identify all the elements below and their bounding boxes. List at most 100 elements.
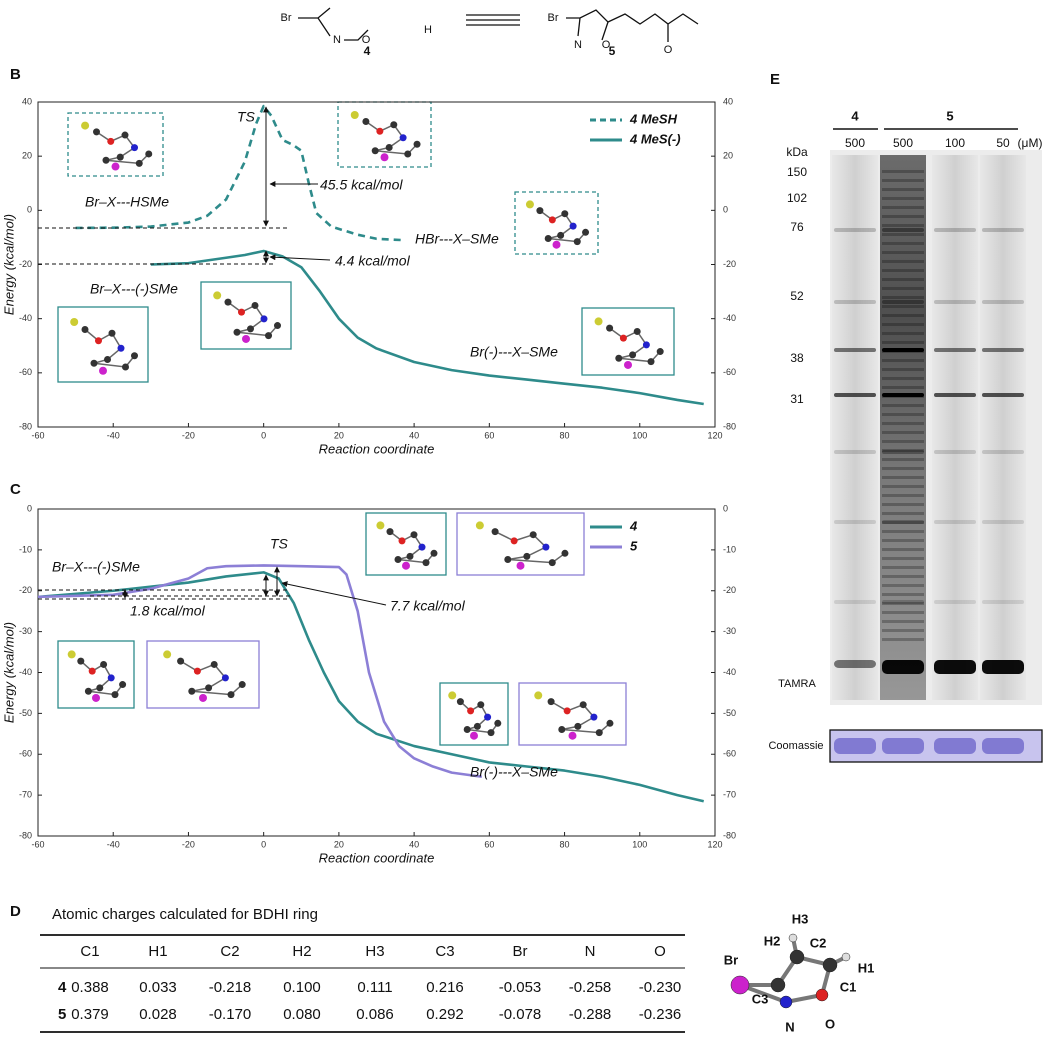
y-axis-label: Energy (kcal/mol) bbox=[1, 622, 16, 723]
ring-atom bbox=[788, 933, 798, 943]
inset-atom bbox=[594, 317, 603, 326]
inset-atom bbox=[573, 238, 581, 246]
x-tick-label: 80 bbox=[560, 839, 570, 849]
inset-atom bbox=[102, 156, 110, 164]
y2-tick-label: -20 bbox=[723, 585, 736, 595]
y-tick-label: -40 bbox=[19, 313, 32, 323]
inset-atom bbox=[199, 693, 207, 702]
coomassie-band bbox=[834, 738, 876, 754]
inset-atom bbox=[193, 667, 201, 675]
inset-frame bbox=[200, 281, 292, 350]
y-tick-label: -80 bbox=[19, 421, 32, 431]
inset-atom bbox=[473, 722, 481, 730]
atom-label: H bbox=[424, 24, 432, 36]
gel-band bbox=[934, 600, 976, 604]
gel-band bbox=[882, 600, 924, 604]
inset-frame bbox=[67, 112, 164, 177]
series-line bbox=[75, 104, 403, 242]
inset-atom bbox=[629, 351, 637, 359]
gel-smear bbox=[882, 269, 924, 272]
gel-smear bbox=[882, 404, 924, 407]
gel-smear bbox=[882, 575, 924, 578]
inset-atom bbox=[67, 650, 76, 659]
y-tick-label: -40 bbox=[19, 667, 32, 677]
gel-band bbox=[834, 600, 876, 604]
inset-atom bbox=[122, 363, 129, 371]
gel-smear bbox=[882, 179, 924, 182]
x-axis-label: Reaction coordinate bbox=[319, 441, 435, 456]
inset-atom bbox=[529, 531, 537, 539]
concentration: 500 bbox=[845, 136, 865, 150]
gel-smear bbox=[882, 512, 924, 515]
gel-lane bbox=[880, 155, 926, 700]
x-tick-label: 100 bbox=[632, 430, 647, 440]
column-header: C3 bbox=[435, 943, 454, 960]
column-header: H3 bbox=[365, 943, 384, 960]
table-cell: -0.218 bbox=[209, 979, 252, 996]
panel-label: D bbox=[10, 903, 21, 920]
gel-band bbox=[934, 393, 976, 397]
gel-smear bbox=[882, 611, 924, 614]
inset-atom bbox=[582, 228, 590, 236]
inset-atom bbox=[494, 719, 502, 727]
inset-atom bbox=[510, 537, 518, 545]
kda-label: kDa bbox=[786, 145, 808, 159]
annotation: TS bbox=[270, 536, 289, 552]
gel-smear bbox=[882, 206, 924, 209]
inset-atom bbox=[633, 327, 641, 335]
y2-tick-label: 0 bbox=[723, 205, 728, 215]
inset-atom bbox=[84, 687, 92, 695]
row-label: 4 bbox=[58, 979, 67, 996]
y-tick-label: -60 bbox=[19, 367, 32, 377]
atom-label: O bbox=[664, 44, 673, 56]
gel-band bbox=[834, 348, 876, 352]
inset-atom bbox=[606, 719, 614, 727]
concentration: 500 bbox=[893, 136, 913, 150]
y2-tick-label: -60 bbox=[723, 749, 736, 759]
atom-label: O bbox=[602, 39, 611, 51]
gel-smear bbox=[882, 539, 924, 542]
inset-atom bbox=[210, 660, 218, 668]
inset-atom bbox=[260, 315, 268, 323]
gel-smear bbox=[882, 377, 924, 380]
ring-atom-label: C2 bbox=[810, 935, 827, 950]
table-cell: 0.379 bbox=[71, 1006, 109, 1023]
gel-band bbox=[982, 450, 1024, 454]
inset-atom bbox=[131, 144, 138, 152]
table-cell: 0.033 bbox=[139, 979, 177, 996]
inset-atom bbox=[406, 552, 414, 560]
inset-atom bbox=[561, 549, 569, 557]
inset-atom bbox=[376, 521, 385, 530]
inset-atom bbox=[386, 528, 394, 536]
table-cell: 0.292 bbox=[426, 1006, 464, 1023]
inset-atom bbox=[394, 556, 402, 563]
coomassie-band bbox=[882, 738, 924, 754]
gel-smear bbox=[882, 521, 924, 524]
series-line bbox=[150, 249, 704, 406]
inset-atom bbox=[548, 559, 556, 567]
inset-frame bbox=[57, 640, 135, 709]
legend-label: 4 MeS(-) bbox=[629, 131, 681, 146]
inset-atom bbox=[104, 356, 111, 363]
gel-band bbox=[882, 520, 924, 524]
unit: (μM) bbox=[1018, 136, 1043, 150]
gel-band bbox=[834, 450, 876, 454]
gel-smear bbox=[882, 530, 924, 533]
gel-smear bbox=[882, 251, 924, 254]
column-header: C1 bbox=[80, 943, 99, 960]
inset-atom bbox=[536, 207, 544, 215]
inset-atom bbox=[523, 552, 531, 560]
y-tick-label: -70 bbox=[19, 790, 32, 800]
inset-atom bbox=[88, 667, 96, 675]
inset-atom bbox=[265, 332, 272, 340]
gel-band bbox=[982, 393, 1024, 397]
gel-smear bbox=[882, 629, 924, 632]
y-tick-label: -20 bbox=[19, 259, 32, 269]
gel-smear bbox=[882, 368, 924, 371]
column-header: O bbox=[654, 943, 666, 960]
x-tick-label: 60 bbox=[484, 839, 494, 849]
y2-tick-label: -40 bbox=[723, 313, 736, 323]
compound-label: 5 bbox=[609, 44, 616, 58]
inset-atom bbox=[119, 681, 127, 689]
annotation: Br–X---(-)SMe bbox=[90, 281, 178, 297]
